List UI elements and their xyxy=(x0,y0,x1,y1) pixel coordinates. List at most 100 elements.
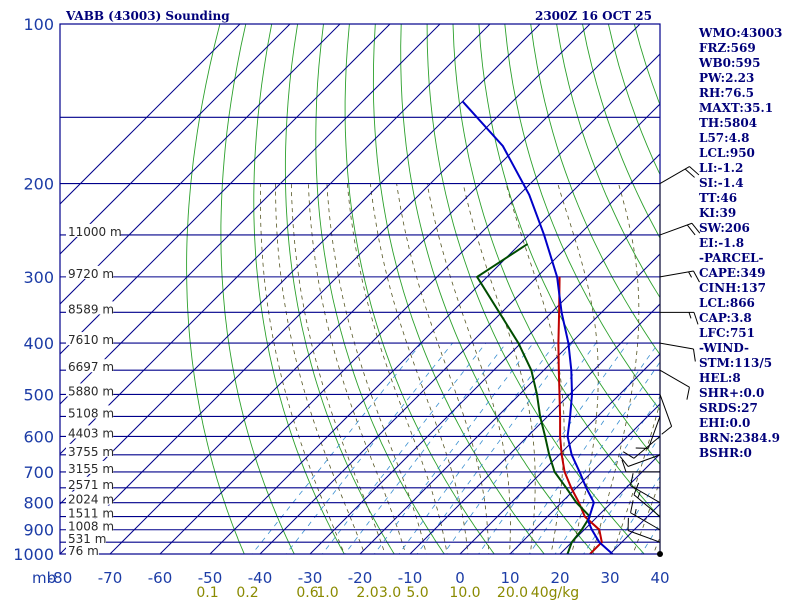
temperature-tick-label: -40 xyxy=(248,569,273,587)
dry-adiabats xyxy=(186,24,660,554)
side-panel-item: -PARCEL- xyxy=(699,251,764,265)
wind-barb-flag xyxy=(630,473,634,486)
sounding-time: 2300Z 16 OCT 25 xyxy=(535,9,652,23)
moist-adiabat-line xyxy=(308,183,407,554)
height-label: 531 m xyxy=(68,532,106,546)
height-label: 9720 m xyxy=(68,267,114,281)
height-label-bg xyxy=(66,332,114,346)
height-label: 76 m xyxy=(68,544,99,558)
wind-barb-shaft xyxy=(627,454,661,467)
wind-barb-flag xyxy=(691,222,701,234)
moist-adiabat-line xyxy=(505,183,565,554)
pressure-tick-label: 300 xyxy=(23,268,54,287)
wind-barb-flag xyxy=(692,348,696,362)
height-label: 3755 m xyxy=(68,445,114,459)
plot-area xyxy=(60,24,660,554)
wind-barb-flag xyxy=(689,166,700,176)
pressure-tick-label: 400 xyxy=(23,334,54,353)
dry-adiabat-line xyxy=(315,24,445,554)
side-panel-item: KI:39 xyxy=(699,206,736,220)
mixing-ratio-line xyxy=(610,475,660,554)
side-panel-item: BSHR:0 xyxy=(699,446,752,460)
side-panel-item: SW:206 xyxy=(699,221,750,235)
dry-adiabat-line xyxy=(556,24,660,299)
mixing-ratio-label: 0.1 xyxy=(196,585,218,600)
temperature-tick-label: -80 xyxy=(48,569,73,587)
isotherm-line xyxy=(60,24,591,554)
mixing-ratio-label: 2.0 xyxy=(356,585,378,600)
mixing-ratio-line xyxy=(251,342,422,554)
mixing-ratio-label: 3.0 xyxy=(379,585,401,600)
temperature-tick-label: 20 xyxy=(550,569,569,587)
dry-adiabat-line xyxy=(344,24,495,554)
isotherm-line xyxy=(109,24,641,554)
moist-adiabat-line xyxy=(632,479,660,554)
temperature-tick-label: -70 xyxy=(98,569,123,587)
dry-adiabat-line xyxy=(372,24,545,554)
wind-barb-shaft xyxy=(630,485,661,504)
isotherm-line xyxy=(60,24,391,355)
dry-adiabat-line xyxy=(478,24,660,465)
isotherm-line xyxy=(509,403,660,554)
side-panel-item: PW:2.23 xyxy=(699,71,754,85)
isotherm-line xyxy=(309,203,660,554)
wind-barb-half-flag xyxy=(688,312,692,319)
moist-adiabat-line xyxy=(291,183,386,554)
mixing-ratio-line xyxy=(528,361,660,554)
isotherm-line xyxy=(60,24,341,305)
isotherm-line xyxy=(409,303,660,554)
wind-barb-shaft xyxy=(647,416,661,449)
dry-adiabat-line xyxy=(530,24,660,356)
side-panel-item: CINH:137 xyxy=(699,281,766,295)
mixing-ratio-line xyxy=(443,342,597,554)
side-panel-item: LFC:751 xyxy=(699,326,755,340)
temperature-tick-label: -10 xyxy=(398,569,423,587)
moist-adiabats xyxy=(259,183,660,554)
isotherm-line xyxy=(60,24,491,455)
mixing-ratio-label: 1.0 xyxy=(316,585,338,600)
temperature-line xyxy=(557,276,603,554)
side-panel-item: EHI:0.0 xyxy=(699,416,750,430)
side-panel-item: TT:46 xyxy=(699,191,737,205)
mixing-ratio-label: 10.0 xyxy=(449,585,480,600)
mixing-ratio-label: 5.0 xyxy=(406,585,428,600)
height-label-bg xyxy=(66,301,114,315)
pressure-tick-label: 700 xyxy=(23,463,54,482)
temperature-tick-label: -30 xyxy=(298,569,323,587)
isotherm-line xyxy=(60,24,441,405)
mixing-ratio-line xyxy=(373,342,534,554)
pressure-tick-label: 100 xyxy=(23,15,54,34)
wind-barb-flag xyxy=(693,270,700,283)
height-label-bg xyxy=(66,491,114,505)
dewpoint-line xyxy=(475,243,592,554)
height-label-bg xyxy=(66,476,114,490)
moist-adiabat-line xyxy=(612,401,660,554)
dry-adiabat-line xyxy=(186,24,245,554)
mixing-ratio-label: 0.2 xyxy=(236,585,258,600)
side-panel-item: SHR+:0.0 xyxy=(699,386,764,400)
isotherm-line xyxy=(359,253,660,554)
temperature-tick-label: 0 xyxy=(455,569,465,587)
wind-barb-shaft xyxy=(633,494,661,517)
side-panel-item: WMO:43003 xyxy=(698,26,782,40)
wind-barb-half-flag xyxy=(634,508,637,516)
wind-barbs xyxy=(619,166,701,557)
wind-barb-shaft xyxy=(659,369,690,388)
height-label: 3155 m xyxy=(68,462,114,476)
wind-barb-flag xyxy=(630,500,634,513)
side-panel-item: LI:-1.2 xyxy=(699,161,743,175)
mixing-ratio-line xyxy=(321,342,487,554)
moist-adiabat-line xyxy=(347,183,448,554)
height-label-bg xyxy=(66,543,99,556)
moist-adiabat-line xyxy=(370,183,469,554)
wind-barb-shaft xyxy=(659,270,694,278)
moist-adiabat-line xyxy=(557,183,599,554)
height-label: 1008 m xyxy=(68,520,114,534)
dry-adiabat-line xyxy=(253,24,345,554)
side-panel-item: FRZ:569 xyxy=(699,41,756,55)
side-panel-item: BRN:2384.9 xyxy=(699,431,780,445)
isotherm-line xyxy=(559,453,660,554)
side-panel-item: RH:76.5 xyxy=(699,86,754,100)
side-panel-item: CAP:3.8 xyxy=(699,311,752,325)
